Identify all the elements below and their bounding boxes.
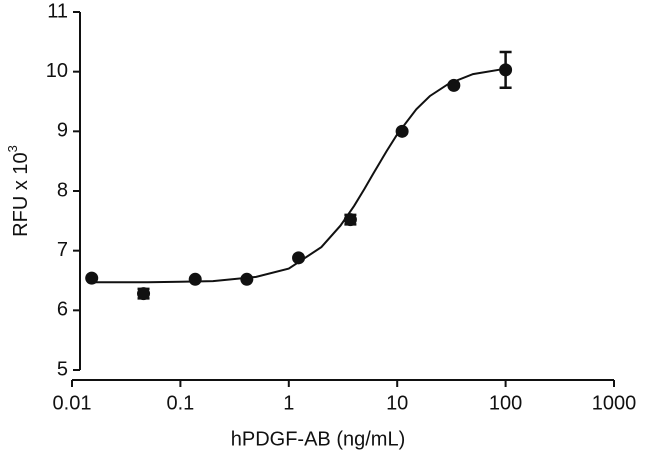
data-point [395, 124, 409, 138]
x-tick-label: 1000 [592, 392, 637, 414]
x-axis-label: hPDGF-AB (ng/mL) [231, 428, 405, 450]
data-point [240, 272, 254, 286]
fit-curve [91, 67, 506, 284]
y-axis-label: RFU x 103 [5, 145, 32, 237]
y-tick-label: 7 [57, 239, 68, 261]
y-axis-label-text: RFU x 10 [10, 152, 32, 236]
data-point [188, 272, 202, 286]
y-tick-label: 5 [57, 358, 68, 380]
y-tick-label: 11 [47, 0, 68, 22]
x-tick-label: 100 [489, 392, 522, 414]
y-tick-label: 8 [57, 179, 68, 201]
y-tick-label: 10 [46, 60, 68, 82]
data-point [343, 213, 357, 227]
x-tick-label: 0.01 [53, 392, 92, 414]
data-point [499, 63, 513, 77]
y-tick-label: 6 [57, 299, 68, 321]
y-axis-label-superscript: 3 [5, 145, 20, 152]
data-point [137, 287, 151, 301]
y-tick-label: 9 [57, 120, 68, 142]
x-tick-label: 0.1 [166, 392, 194, 414]
x-tick-label: 10 [386, 392, 408, 414]
x-tick-label: 1 [283, 392, 294, 414]
